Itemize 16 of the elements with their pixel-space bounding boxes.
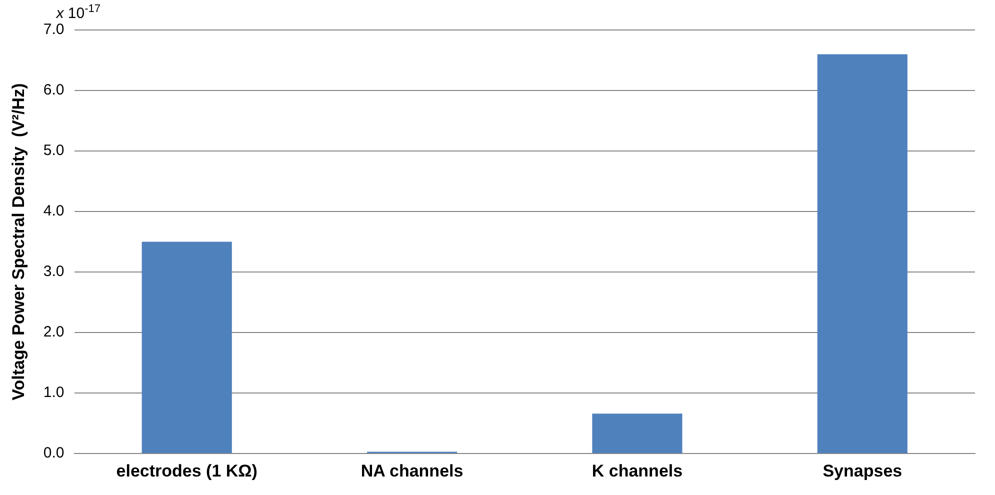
y-tick-label: 3.0 <box>43 263 64 280</box>
x-tick-label: Synapses <box>822 461 902 480</box>
x-tick-label: NA channels <box>360 461 464 480</box>
y-tick-label: 6.0 <box>43 82 64 99</box>
y-tick-label: 2.0 <box>43 324 64 341</box>
x-tick-label: K channels <box>592 461 683 480</box>
y-tick-label: 5.0 <box>43 142 64 160</box>
y-tick-label: 4.0 <box>43 202 64 220</box>
y-tick-label: 0.0 <box>43 444 64 462</box>
y-axis-title: Voltage Power Spectral Density (V²/Hz) <box>8 83 28 400</box>
bar <box>142 242 232 454</box>
bar <box>817 54 908 454</box>
y-tick-label: 7.0 <box>43 21 64 38</box>
y-tick-label: 1.0 <box>43 384 64 402</box>
x-tick-label: electrodes (1 KΩ) <box>116 461 258 480</box>
bar <box>592 414 682 454</box>
